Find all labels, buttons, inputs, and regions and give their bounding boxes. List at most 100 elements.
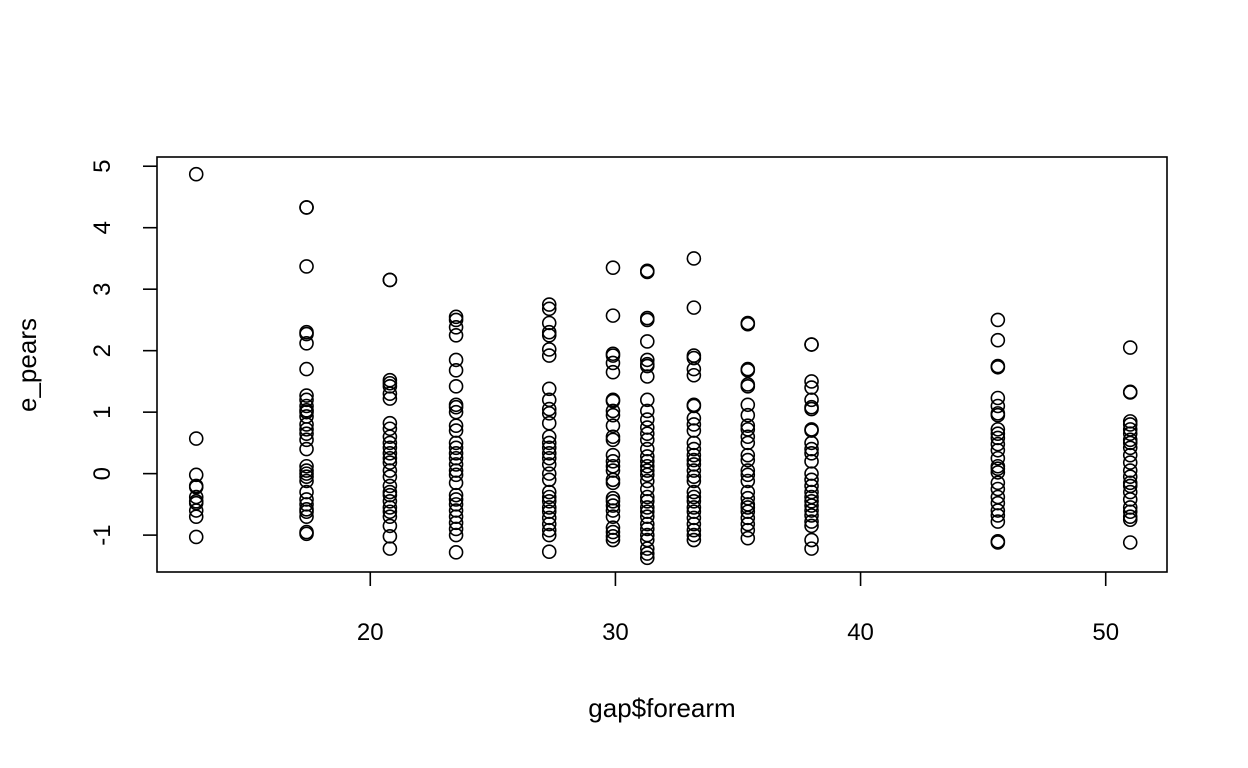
data-point bbox=[990, 359, 1006, 375]
data-point bbox=[1122, 535, 1138, 550]
data-point bbox=[382, 493, 398, 509]
data-point bbox=[639, 473, 655, 489]
y-tick-label: 3 bbox=[89, 283, 116, 296]
data-point bbox=[1122, 512, 1138, 528]
data-point bbox=[382, 386, 398, 402]
y-tick-label: 1 bbox=[89, 405, 116, 418]
data-point bbox=[448, 379, 464, 394]
data-point bbox=[605, 393, 621, 409]
y-tick-label: 2 bbox=[89, 344, 116, 357]
data-point bbox=[448, 418, 464, 433]
data-point bbox=[299, 469, 314, 485]
data-point bbox=[686, 367, 702, 383]
data-point bbox=[740, 379, 756, 394]
data-point bbox=[990, 436, 1006, 452]
x-tick-label: 30 bbox=[602, 619, 629, 646]
data-point bbox=[605, 403, 621, 419]
data-point bbox=[740, 500, 756, 515]
data-point bbox=[990, 461, 1006, 477]
data-point bbox=[686, 300, 702, 315]
data-point bbox=[639, 541, 655, 556]
x-axis-title: gap$forearm bbox=[588, 693, 735, 723]
data-point bbox=[740, 363, 756, 378]
data-point bbox=[299, 426, 314, 441]
data-point bbox=[541, 301, 557, 317]
data-point bbox=[382, 509, 398, 524]
data-points bbox=[188, 166, 1138, 566]
data-point bbox=[1122, 484, 1138, 500]
data-point bbox=[639, 312, 655, 328]
data-point bbox=[639, 550, 655, 566]
data-point bbox=[299, 504, 314, 520]
data-point bbox=[299, 361, 314, 377]
data-point bbox=[740, 463, 756, 478]
data-point bbox=[299, 432, 314, 448]
data-point bbox=[639, 264, 655, 280]
data-point bbox=[990, 398, 1006, 414]
data-point bbox=[740, 452, 756, 468]
data-point bbox=[382, 463, 398, 478]
data-point bbox=[639, 467, 655, 483]
data-point bbox=[990, 407, 1006, 423]
data-point bbox=[299, 466, 314, 481]
data-point bbox=[382, 435, 398, 451]
data-point bbox=[639, 334, 655, 349]
data-point bbox=[1122, 340, 1138, 355]
data-point bbox=[188, 509, 204, 524]
data-point bbox=[448, 440, 464, 456]
data-point bbox=[541, 415, 557, 431]
data-point bbox=[1122, 504, 1138, 520]
x-tick-label: 50 bbox=[1092, 619, 1119, 646]
data-point bbox=[804, 503, 819, 518]
data-point bbox=[541, 406, 557, 421]
data-point bbox=[605, 503, 621, 518]
data-point bbox=[686, 452, 702, 468]
data-point bbox=[639, 412, 655, 427]
data-point bbox=[299, 259, 314, 274]
data-point bbox=[639, 426, 655, 441]
y-tick-label: -1 bbox=[89, 524, 116, 545]
data-point bbox=[541, 484, 557, 500]
data-point bbox=[541, 381, 557, 397]
data-point bbox=[299, 441, 314, 457]
data-point bbox=[686, 463, 702, 478]
data-point bbox=[605, 490, 621, 506]
data-point bbox=[541, 527, 557, 543]
data-point bbox=[639, 493, 655, 509]
data-point bbox=[639, 500, 655, 515]
data-point bbox=[804, 508, 819, 523]
data-point bbox=[188, 166, 204, 182]
data-point bbox=[686, 417, 702, 432]
data-point bbox=[804, 498, 819, 513]
data-point bbox=[804, 454, 819, 469]
data-point bbox=[382, 478, 398, 494]
data-point bbox=[605, 447, 621, 463]
data-point bbox=[740, 447, 756, 463]
data-point bbox=[448, 352, 464, 368]
data-point bbox=[448, 521, 464, 537]
data-point bbox=[605, 498, 621, 513]
data-point bbox=[686, 489, 702, 505]
data-point bbox=[1122, 469, 1138, 485]
data-point bbox=[990, 390, 1006, 406]
data-point bbox=[382, 272, 398, 288]
data-point bbox=[1122, 440, 1138, 456]
data-point bbox=[686, 493, 702, 509]
data-point bbox=[299, 458, 314, 474]
data-point bbox=[605, 475, 621, 491]
y-axis-title: e_pears bbox=[12, 318, 42, 412]
data-point bbox=[686, 469, 702, 485]
data-point bbox=[605, 432, 621, 448]
data-point bbox=[990, 481, 1006, 497]
data-point bbox=[605, 418, 621, 433]
data-point bbox=[605, 532, 621, 548]
data-point bbox=[804, 478, 819, 494]
data-point bbox=[686, 500, 702, 515]
data-point bbox=[990, 503, 1006, 518]
data-point bbox=[448, 399, 464, 415]
x-tick-label: 40 bbox=[847, 619, 874, 646]
data-point bbox=[448, 545, 464, 560]
data-point bbox=[382, 500, 398, 515]
data-point bbox=[686, 527, 702, 543]
data-point bbox=[188, 503, 204, 518]
